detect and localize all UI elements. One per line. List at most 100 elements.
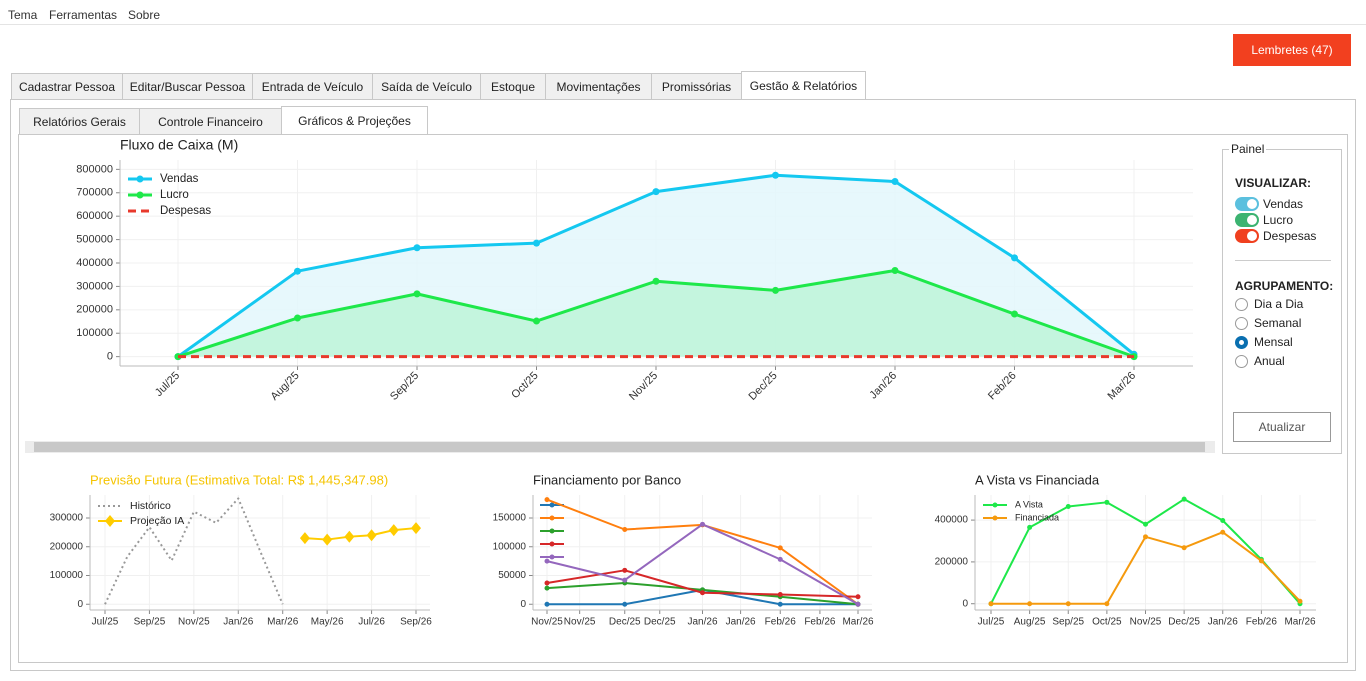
separator [1235, 260, 1331, 261]
refresh-button[interactable]: Atualizar [1233, 412, 1331, 442]
x-tick-label: Feb/26 [804, 617, 836, 628]
y-tick-label: 0 [962, 598, 968, 609]
y-tick-label: 100000 [76, 327, 113, 339]
point [1011, 310, 1018, 318]
tab[interactable]: Promissórias [651, 73, 742, 99]
y-tick-label: 100000 [493, 541, 527, 552]
x-tick-label: Sep/25 [388, 370, 421, 403]
x-tick-label: Mar/26 [1284, 617, 1316, 628]
x-tick-label: Nov/25 [178, 617, 210, 628]
radio-option[interactable]: Anual [1235, 354, 1285, 368]
subtab[interactable]: Controle Financeiro [139, 108, 282, 134]
subtab-bar: Relatórios Gerais Controle Financeiro Gr… [19, 106, 428, 134]
y-tick-label: 200000 [935, 557, 969, 568]
point [891, 178, 899, 186]
tab[interactable]: Cadastrar Pessoa [11, 73, 123, 99]
point [544, 601, 550, 607]
x-tick-label: Nov/25 [1130, 617, 1162, 628]
legend-marker [549, 502, 555, 508]
x-tick-label: Jan/26 [867, 370, 899, 402]
point [1220, 518, 1226, 524]
y-tick-label: 0 [520, 599, 526, 610]
x-tick-label: Feb/26 [986, 370, 1019, 403]
legend-label: Vendas [160, 173, 199, 185]
tab[interactable]: Movimentações [545, 73, 652, 99]
scrollbar[interactable] [25, 441, 1215, 453]
tab[interactable]: Entrada de Veículo [252, 73, 373, 99]
x-tick-label: Oct/25 [1092, 617, 1122, 628]
toggle-label: Despesas [1263, 229, 1317, 243]
chart-title: Fluxo de Caixa (M) [120, 137, 238, 153]
toggle[interactable]: Vendas [1235, 197, 1303, 211]
tab[interactable]: Estoque [480, 73, 546, 99]
tab-frame [10, 99, 1356, 671]
point [1143, 534, 1148, 540]
x-tick-label: Jan/26 [223, 617, 253, 628]
legend-marker [992, 502, 998, 508]
legend-label: Despesas [160, 205, 211, 217]
toggle[interactable]: Despesas [1235, 229, 1316, 243]
point [622, 527, 628, 532]
radio-button[interactable] [1235, 354, 1248, 368]
menu-item[interactable]: Tema [8, 8, 38, 22]
radio-label: Mensal [1254, 335, 1293, 349]
toggle-switch[interactable] [1235, 213, 1259, 227]
reminder-button[interactable]: Lembretes (47) [1233, 34, 1351, 66]
toggle-switch[interactable] [1235, 229, 1259, 243]
y-tick-label: 50000 [498, 570, 526, 581]
radio-option[interactable]: Dia a Dia [1235, 297, 1303, 311]
menu-item[interactable]: Ferramentas [49, 8, 118, 22]
radio-option[interactable]: Mensal [1235, 335, 1293, 349]
point [1220, 529, 1226, 535]
legend-marker [992, 515, 998, 521]
radio-button[interactable] [1235, 316, 1248, 330]
y-tick-label: 0 [107, 351, 113, 363]
y-tick-label: 800000 [76, 163, 113, 175]
point [777, 601, 783, 607]
radio-button[interactable] [1235, 297, 1248, 311]
x-tick-label: Dec/25 [1168, 617, 1200, 628]
y-tick-label: 200000 [76, 304, 113, 316]
point [413, 244, 421, 252]
subtab-active[interactable]: Gráficos & Projeções [281, 106, 428, 134]
toggle-switch[interactable] [1235, 197, 1259, 211]
point [1104, 601, 1110, 607]
tab[interactable]: Saída de Veículo [372, 73, 481, 99]
x-tick-label: Sep/26 [400, 617, 432, 628]
tab[interactable]: Editar/Buscar Pessoa [122, 73, 253, 99]
legend-marker [549, 541, 555, 547]
legend-label: Histórico [130, 500, 171, 512]
x-tick-label: Dec/25 [747, 370, 780, 403]
tab-active[interactable]: Gestão & Relatórios [741, 71, 866, 99]
scroll-thumb[interactable] [34, 442, 1205, 452]
point [1104, 499, 1110, 505]
point [1297, 598, 1303, 604]
x-tick-label: Feb/26 [765, 617, 797, 628]
x-tick-label: Dec/25 [609, 617, 641, 628]
point [1181, 496, 1187, 502]
menu-item[interactable]: Sobre [128, 8, 161, 22]
point [1181, 545, 1187, 551]
x-tick-label: Jul/25 [153, 370, 182, 399]
point [533, 317, 540, 325]
point [294, 267, 301, 275]
point [544, 585, 550, 591]
point [622, 601, 628, 607]
legend-marker [549, 515, 555, 521]
x-tick-label: May/26 [311, 617, 344, 628]
point [700, 590, 705, 596]
radio-button[interactable] [1235, 335, 1248, 349]
legend-marker [136, 191, 144, 199]
point [772, 171, 779, 179]
radio-option[interactable]: Semanal [1235, 316, 1301, 330]
subtab[interactable]: Relatórios Gerais [19, 108, 140, 134]
tab-bar: Cadastrar Pessoa Editar/Buscar Pessoa En… [11, 71, 866, 99]
point [544, 580, 550, 586]
x-tick-label: Jul/25 [92, 617, 119, 628]
toggle[interactable]: Lucro [1235, 213, 1293, 227]
point [622, 577, 628, 583]
x-tick-label: Jan/26 [726, 617, 756, 628]
y-tick-label: 700000 [76, 187, 113, 199]
point [622, 567, 628, 573]
